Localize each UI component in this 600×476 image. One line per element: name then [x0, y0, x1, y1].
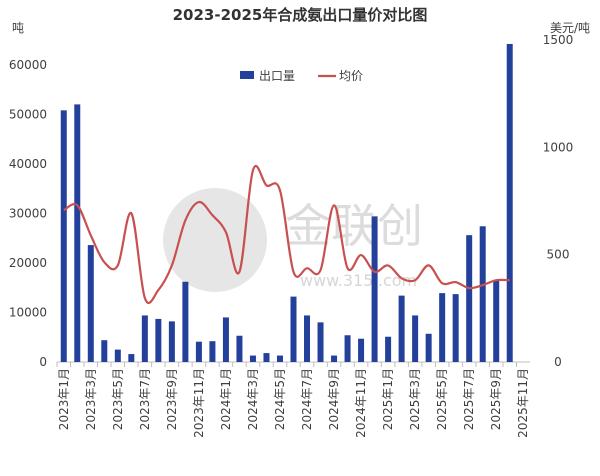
y-tick-label: 40000 — [9, 157, 47, 171]
bar — [304, 315, 311, 362]
bar — [344, 335, 351, 362]
x-tick-label: 2023年3月 — [84, 368, 98, 430]
line — [63, 164, 510, 305]
bar — [114, 349, 121, 362]
bar — [412, 315, 419, 362]
legend-swatch — [240, 71, 254, 79]
y-tick-label: 50000 — [9, 107, 47, 121]
legend-label: 均价 — [339, 69, 363, 83]
y-axis-title: 吨 — [12, 21, 24, 35]
bar — [371, 216, 378, 362]
bar — [249, 355, 256, 362]
bar — [74, 104, 81, 363]
y-tick-label: 60000 — [9, 58, 47, 72]
bar — [506, 43, 513, 363]
bar — [236, 335, 243, 362]
x-tick-label: 2025年3月 — [408, 368, 422, 430]
x-tick-label: 2023年9月 — [165, 368, 179, 430]
bar — [195, 341, 202, 362]
y-tick-label: 30000 — [9, 206, 47, 220]
bar — [276, 355, 283, 362]
y2-tick-label: 0 — [554, 355, 562, 369]
x-tick-label: 2025年1月 — [381, 368, 395, 430]
bar — [439, 293, 446, 362]
legend-label: 出口量 — [259, 69, 295, 83]
chart-title: 2023-2025年合成氨出口量价对比图 — [173, 6, 428, 24]
bar — [452, 294, 459, 362]
x-tick-label: 2024年7月 — [300, 368, 314, 430]
x-tick-label: 2023年11月 — [192, 368, 206, 438]
watermark-url: www.315i.com — [300, 271, 417, 290]
x-tick-label: 2025年9月 — [489, 368, 503, 430]
x-tick-label: 2024年9月 — [327, 368, 341, 430]
bar — [290, 296, 297, 362]
bar — [101, 340, 108, 362]
y-tick-label: 0 — [39, 355, 47, 369]
y-tick-label: 10000 — [9, 305, 47, 319]
bar — [155, 318, 162, 362]
bar — [385, 336, 392, 362]
bar — [222, 317, 229, 362]
bar — [493, 280, 500, 362]
x-tick-label: 2023年5月 — [111, 368, 125, 430]
bar — [87, 245, 94, 362]
watermark: 金联创 — [285, 199, 423, 253]
x-tick-label: 2024年3月 — [246, 368, 260, 430]
bar — [466, 235, 473, 362]
x-tick-label: 2023年7月 — [138, 368, 152, 430]
bar — [60, 110, 67, 363]
x-tick-label: 2025年11月 — [516, 368, 530, 438]
bar — [182, 281, 189, 362]
x-tick-label: 2025年5月 — [435, 368, 449, 430]
bar — [141, 315, 148, 362]
x-tick-label: 2024年11月 — [354, 368, 368, 438]
bar — [425, 333, 432, 362]
x-tick-label: 2023年1月 — [57, 368, 71, 430]
y2-tick-label: 500 — [547, 248, 570, 262]
bar — [128, 354, 135, 362]
y-tick-label: 20000 — [9, 256, 47, 270]
y2-tick-label: 1000 — [543, 140, 574, 154]
bar — [479, 226, 486, 362]
bar — [317, 322, 324, 362]
bar — [168, 321, 175, 362]
x-tick-label: 2025年7月 — [462, 368, 476, 430]
x-tick-label: 2024年1月 — [219, 368, 233, 430]
bar — [263, 353, 270, 362]
x-tick-label: 2024年5月 — [273, 368, 287, 430]
bar — [358, 338, 365, 362]
bar — [398, 295, 405, 362]
y2-tick-label: 1500 — [543, 33, 574, 47]
y2-axis-title: 美元/吨 — [550, 21, 590, 35]
bar — [331, 355, 338, 362]
bar — [209, 341, 216, 362]
